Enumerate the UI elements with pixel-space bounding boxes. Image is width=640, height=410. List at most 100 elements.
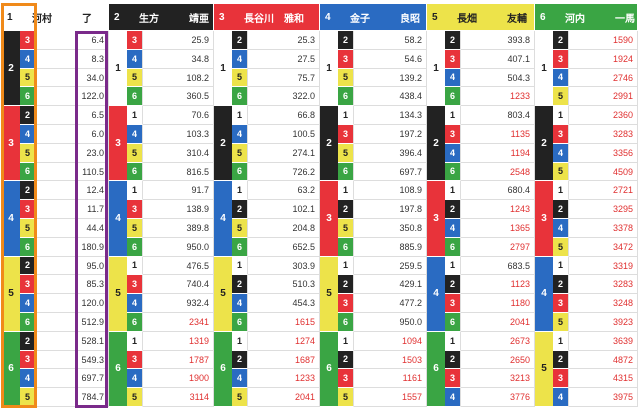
first-block-5: 5 [2,256,20,332]
odds-value: 885.9 [399,241,422,252]
second-num-4: 4 [232,369,248,389]
header-racer-3: 3 長谷川 雅和 [214,4,320,30]
second-num-1: 1 [232,106,248,125]
second-num-2: 2 [20,181,36,201]
second-num-5: 5 [553,162,569,182]
second-num-1: 1 [127,331,143,351]
second-num-3: 3 [20,275,36,295]
second-num-4: 4 [445,143,461,163]
second-num-4: 4 [127,125,143,144]
row-divider [248,86,320,88]
second-num-4: 4 [20,125,36,144]
second-num-5: 5 [232,388,248,407]
row-divider [569,218,638,219]
second-num-2: 2 [338,200,354,219]
second-num-6: 6 [338,162,354,182]
row-divider [569,293,638,295]
second-num-6: 6 [445,162,461,182]
row-divider [461,218,535,219]
header-name: 金子 良昭 [350,13,420,25]
row-divider [569,161,638,163]
odds-value: 3114 [189,392,209,403]
header-number: 2 [114,11,120,23]
second-num-5: 5 [553,237,569,257]
second-num-4: 4 [445,68,461,88]
odds-value: 476.5 [186,260,209,271]
row-divider [36,349,109,351]
odds-value: 1503 [401,354,422,365]
odds-value: 1161 [402,373,422,384]
second-num-3: 3 [127,275,143,295]
header-racer-5: 5 長畑 友輔 [427,4,535,30]
second-num-4: 4 [127,369,143,389]
second-num-6: 6 [20,162,36,182]
second-num-2: 2 [338,350,354,370]
first-block-2: 2 [427,106,445,182]
first-block-3: 3 [535,181,553,257]
row-divider [569,349,638,351]
header-number: 6 [540,11,546,23]
odds-value: 3356 [612,147,633,158]
odds-value: 510.3 [292,279,315,290]
row-divider [248,48,320,50]
second-num-2: 2 [338,31,354,50]
row-divider [461,199,535,201]
odds-value: 322.0 [292,91,315,102]
odds-value: 1787 [188,354,209,365]
first-block-3: 3 [427,181,445,257]
odds-value: 12.4 [86,185,104,196]
odds-value: 1900 [188,373,209,384]
row-divider [461,67,535,69]
odds-value: 110.5 [82,166,104,177]
odds-value: 389.8 [186,223,209,233]
second-num-1: 1 [338,181,354,201]
second-num-1: 1 [553,106,569,125]
odds-value: 683.5 [507,260,530,271]
odds-value: 2360 [612,110,633,121]
header-name: 生方 靖亜 [139,13,209,25]
row-divider [354,124,427,125]
row-divider [143,199,214,201]
column-divider [426,31,427,407]
odds-value: 3975 [612,392,633,403]
odds-value: 34.0 [86,72,104,83]
second-num-3: 3 [338,125,354,144]
second-num-1: 1 [553,331,569,351]
row-divider [248,199,320,201]
row-divider [143,406,214,407]
second-num-3: 3 [445,294,461,313]
row-divider [36,67,109,69]
row-divider [354,218,427,219]
second-num-2: 2 [232,350,248,370]
odds-value: 3283 [612,129,633,139]
odds-value: 138.9 [186,204,209,215]
odds-value: 1365 [509,223,530,233]
second-num-6: 6 [127,162,143,182]
row-divider [461,161,535,163]
odds-value: 393.8 [507,35,530,45]
row-divider [36,86,109,88]
second-num-5: 5 [553,87,569,107]
row-divider [461,368,535,370]
odds-value: 122.0 [81,91,104,102]
second-num-1: 1 [127,256,143,276]
second-num-2: 2 [553,275,569,295]
first-block-4: 4 [427,256,445,332]
second-num-1: 1 [445,106,461,125]
row-divider [354,67,427,69]
row-divider [143,349,214,351]
second-num-3: 3 [338,49,354,69]
header-number: 3 [219,11,225,23]
odds-value: 697.7 [399,166,422,177]
second-num-4: 4 [553,219,569,238]
odds-value: 134.3 [399,110,422,121]
second-num-3: 3 [338,369,354,389]
row-divider [248,330,320,332]
odds-value: 259.5 [399,260,422,271]
row-divider [461,86,535,88]
row-divider [248,105,320,107]
odds-value: 108.2 [186,72,209,83]
second-num-4: 4 [232,125,248,144]
row-divider [354,161,427,163]
first-block-4: 4 [535,256,553,332]
